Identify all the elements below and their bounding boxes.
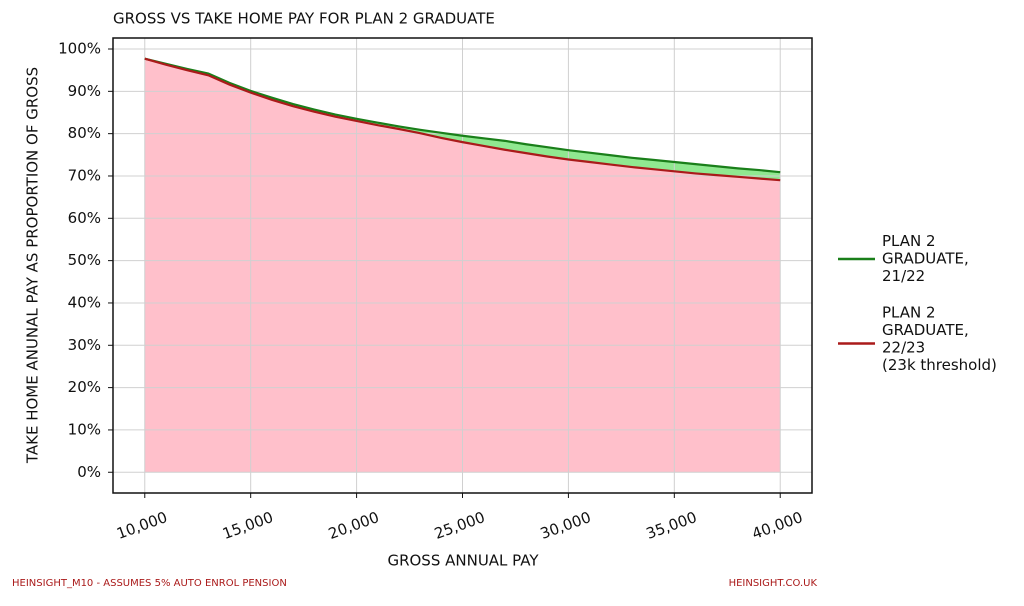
series-line xyxy=(144,57,781,174)
x-tick-label: 35,000 xyxy=(644,508,699,543)
y-tick-label: 30% xyxy=(68,336,101,354)
y-tick-label: 60% xyxy=(68,209,101,227)
x-tick-label: 20,000 xyxy=(326,508,381,543)
y-tick-label: 90% xyxy=(68,82,101,100)
x-axis-label: GROSS ANNUAL PAY xyxy=(387,552,539,570)
y-tick-label: 40% xyxy=(68,293,101,311)
x-tick-label: 30,000 xyxy=(538,508,593,543)
footer-note: HEINSIGHT_M10 - ASSUMES 5% AUTO ENROL PE… xyxy=(12,578,287,589)
y-tick-label: 70% xyxy=(68,166,101,184)
y-tick-label: 20% xyxy=(68,378,101,396)
x-tick-label: 15,000 xyxy=(220,508,275,543)
y-tick-label: 100% xyxy=(58,40,101,58)
area-between xyxy=(144,58,781,181)
y-tick-label: 0% xyxy=(77,463,101,481)
legend-label: PLAN 2 GRADUATE, 22/23 (23k threshold) xyxy=(882,303,997,374)
series-line xyxy=(144,57,781,182)
footer-source: HEINSIGHT.CO.UK xyxy=(729,578,818,589)
y-tick-label: 80% xyxy=(68,124,101,142)
y-tick-label: 10% xyxy=(68,420,101,438)
plot-frame xyxy=(112,37,813,494)
x-tick-label: 10,000 xyxy=(114,508,169,543)
y-tick-label: 50% xyxy=(68,251,101,269)
x-tick-label: 25,000 xyxy=(432,508,487,543)
legend-label: PLAN 2 GRADUATE, 21/22 xyxy=(882,232,969,285)
y-axis-label: TAKE HOME ANUNAL PAY AS PROPORTION OF GR… xyxy=(24,67,42,464)
x-tick-label: 40,000 xyxy=(750,508,805,543)
chart-title: GROSS VS TAKE HOME PAY FOR PLAN 2 GRADUA… xyxy=(113,10,495,28)
